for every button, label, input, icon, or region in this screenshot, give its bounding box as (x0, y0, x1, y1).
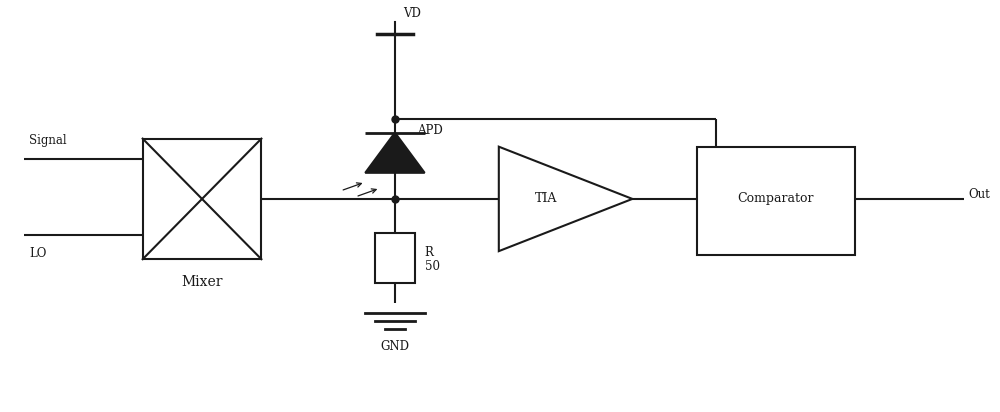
Bar (375, 233, 415, 283)
Text: TIA: TIA (535, 192, 557, 206)
Bar (697, 147, 855, 255)
Text: Comparator: Comparator (738, 192, 814, 206)
Text: Out: Out (969, 188, 990, 201)
Text: Mixer: Mixer (181, 275, 223, 289)
Text: VD: VD (403, 7, 421, 20)
Text: Signal: Signal (29, 133, 67, 147)
Text: R: R (425, 246, 433, 259)
Text: 50: 50 (425, 260, 440, 273)
Polygon shape (365, 133, 425, 173)
Bar (143, 139, 261, 259)
Text: APD: APD (417, 124, 442, 137)
Text: LO: LO (29, 247, 46, 260)
Text: GND: GND (380, 339, 409, 353)
